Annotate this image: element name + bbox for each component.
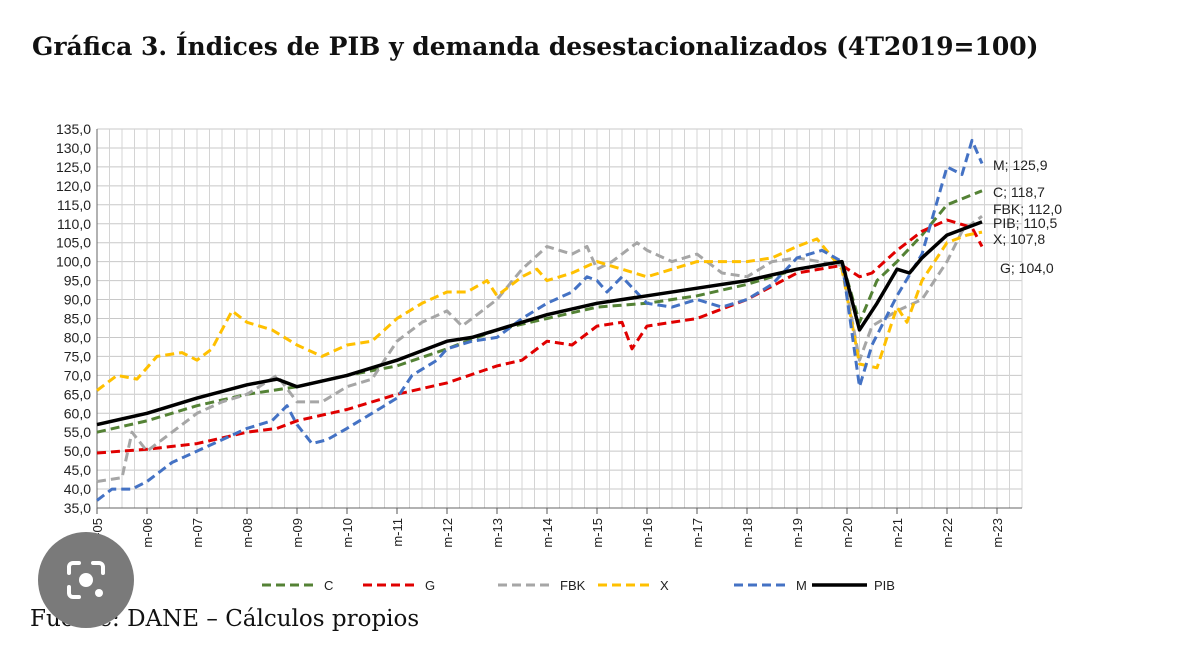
y-tick-label: 120,0 xyxy=(56,178,91,194)
end-label: G; 104,0 xyxy=(1000,260,1054,276)
y-tick-label: 40,0 xyxy=(64,481,91,497)
series-line-c xyxy=(96,189,983,434)
x-tick-label: m-18 xyxy=(740,518,755,548)
x-tick-label: m-10 xyxy=(340,518,355,548)
legend-label-c: C xyxy=(324,578,333,593)
series-line-x xyxy=(96,230,983,392)
y-tick-label: 70,0 xyxy=(64,367,91,383)
x-tick-label: m-20 xyxy=(840,518,855,548)
x-tick-label: m-21 xyxy=(890,518,905,548)
legend-label-x: X xyxy=(660,578,669,593)
series-line-fbk xyxy=(96,215,983,483)
end-label: FBK; 112,0 xyxy=(993,201,1062,217)
line-chart: 35,0 40,0 45,0 50,0 55,0 60,0 65,0 70,0 75,0 80,0… xyxy=(56,121,1062,593)
y-tick-label: 60,0 xyxy=(64,405,91,421)
y-tick-label: 95,0 xyxy=(64,273,91,289)
x-tick-label: m-23 xyxy=(990,518,1005,548)
y-tick-label: 105,0 xyxy=(56,235,91,251)
chart-title: Gráfica 3. Índices de PIB y demanda dese… xyxy=(32,32,1039,61)
end-label: M; 125,9 xyxy=(993,157,1048,173)
x-tick-labels: m-05m-06m-07m-08m-09m-10m-11m-12m-13m-14… xyxy=(90,518,1005,548)
x-tick-label: m-07 xyxy=(190,518,205,548)
x-tick-label: m-15 xyxy=(590,518,605,548)
y-tick-label: 50,0 xyxy=(64,443,91,459)
x-tick-label: m-17 xyxy=(690,518,705,548)
x-tick-label: m-09 xyxy=(290,518,305,548)
legend: C G FBK X M PIB xyxy=(262,578,895,593)
x-tick-label: m-16 xyxy=(640,518,655,548)
legend-label-fbk: FBK xyxy=(560,578,586,593)
y-tick-label: 80,0 xyxy=(64,329,91,345)
x-tick-label: m-19 xyxy=(790,518,805,548)
legend-label-m: M xyxy=(796,578,807,593)
y-tick-label: 65,0 xyxy=(64,386,91,402)
y-tick-label: 85,0 xyxy=(64,311,91,327)
series-line-pib xyxy=(96,220,983,427)
y-tick-label: 100,0 xyxy=(56,254,91,270)
x-tick-label: m-12 xyxy=(440,518,455,548)
x-tick-label: m-13 xyxy=(490,518,505,548)
series-lines xyxy=(96,138,984,502)
legend-label-g: G xyxy=(425,578,435,593)
end-label: C; 118,7 xyxy=(993,184,1045,200)
x-tick-label: m-11 xyxy=(390,518,405,547)
y-tick-label: 45,0 xyxy=(64,462,91,478)
grid-lines xyxy=(96,128,1023,509)
y-tick-label: 55,0 xyxy=(64,424,91,440)
y-tick-label: 135,0 xyxy=(56,121,91,137)
end-label: PIB; 110,5 xyxy=(993,215,1058,231)
y-tick-label: 75,0 xyxy=(64,348,91,364)
series-line-g xyxy=(96,218,984,455)
legend-label-pib: PIB xyxy=(874,578,895,593)
y-tick-label: 115,0 xyxy=(57,197,91,213)
end-label: X; 107,8 xyxy=(993,231,1045,247)
y-tick-label: 110,0 xyxy=(57,216,91,232)
x-tick-label: m-14 xyxy=(540,518,555,548)
x-tick-label: m-22 xyxy=(940,518,955,548)
y-tick-label: 90,0 xyxy=(64,292,91,308)
lens-search-icon[interactable] xyxy=(38,532,134,628)
y-tick-label: 125,0 xyxy=(56,159,91,175)
axes xyxy=(96,129,1022,514)
x-tick-label: m-08 xyxy=(240,518,255,548)
y-tick-labels: 35,0 40,0 45,0 50,0 55,0 60,0 65,0 70,0 75,0 80,0… xyxy=(56,121,91,516)
x-tick-label: m-06 xyxy=(140,518,155,548)
y-tick-label: 130,0 xyxy=(56,140,91,156)
y-tick-label: 35,0 xyxy=(64,500,91,516)
series-line-m xyxy=(96,138,984,502)
